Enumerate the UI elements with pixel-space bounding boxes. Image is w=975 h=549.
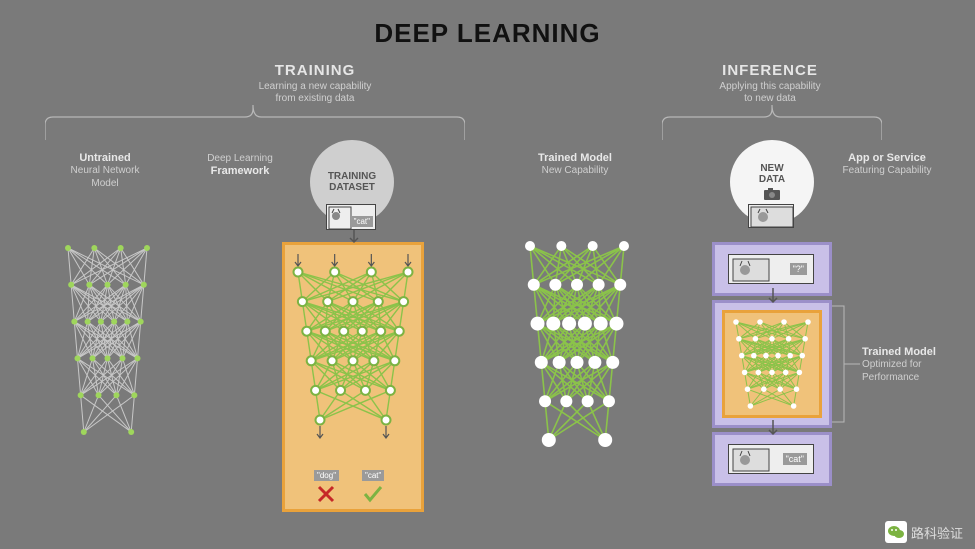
inference-rlabel: Trained Model Optimized for Performance <box>862 346 967 384</box>
inference-q-label: "?" <box>790 263 807 275</box>
untrained-h: Untrained <box>45 152 165 164</box>
training-dataset-thumb: "cat" <box>326 204 376 230</box>
training-thumb-label: "cat" <box>351 216 373 227</box>
inference-input-thumb: "?" <box>728 254 814 284</box>
nd-l1: NEW <box>760 163 783 174</box>
wrong-icon <box>316 484 336 504</box>
framework-h: Deep Learning <box>185 152 295 165</box>
footer-text: 路科验证 <box>911 523 963 542</box>
untrained-network <box>60 240 155 440</box>
rlabel-h: Trained Model <box>862 346 967 358</box>
rlabel-s1: Optimized for <box>862 358 967 371</box>
nd-l2: DATA <box>759 174 785 185</box>
footer: 路科验证 <box>885 521 963 543</box>
col-trained: Trained Model New Capability <box>510 152 640 177</box>
rlabel-s2: Performance <box>862 371 967 384</box>
out-cat-label: "cat" <box>362 470 384 481</box>
inference-bracket <box>662 105 882 145</box>
framework-s: Framework <box>185 165 295 177</box>
arrow-dataset-panel <box>349 230 359 248</box>
col-untrained: Untrained Neural Network Model <box>45 152 165 190</box>
trained-network <box>522 238 632 448</box>
training-sub2: from existing data <box>225 92 405 105</box>
arrow-top-mid <box>768 288 778 308</box>
wechat-icon <box>885 521 907 543</box>
appsvc-s: Featuring Capability <box>832 164 942 177</box>
training-heading: TRAINING <box>225 62 405 79</box>
untrained-s2: Model <box>45 177 165 190</box>
td-l2: DATASET <box>329 182 375 193</box>
camera-icon <box>763 187 781 201</box>
inference-mini-network <box>728 314 816 414</box>
arrow-mid-bot <box>768 420 778 440</box>
out-dog-label: "dog" <box>314 470 339 481</box>
inference-heading: INFERENCE <box>680 62 860 79</box>
col-appsvc: App or Service Featuring Capability <box>832 152 942 177</box>
appsvc-h: App or Service <box>832 152 942 164</box>
training-network <box>290 252 416 462</box>
untrained-s1: Neural Network <box>45 164 165 177</box>
training-bracket <box>45 105 465 145</box>
trained-h: Trained Model <box>510 152 640 164</box>
inference-cat-label: "cat" <box>783 453 807 465</box>
inference-right-connector <box>832 300 862 428</box>
check-icon <box>362 484 384 504</box>
newdata-thumb <box>748 204 794 228</box>
trained-s: New Capability <box>510 164 640 177</box>
page-title: DEEP LEARNING <box>374 18 600 49</box>
td-l1: TRAINING <box>328 171 376 182</box>
inference-sub2: to new data <box>680 92 860 105</box>
inference-output-thumb: "cat" <box>728 444 814 474</box>
col-framework: Deep Learning Framework <box>185 152 295 177</box>
